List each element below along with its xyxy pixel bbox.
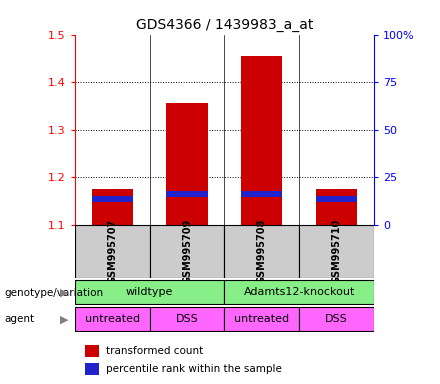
Bar: [241, 191, 282, 197]
Text: agent: agent: [4, 314, 34, 324]
Text: ▶: ▶: [60, 314, 68, 324]
Text: DSS: DSS: [325, 314, 348, 324]
Bar: [166, 191, 208, 197]
Bar: [85, 345, 99, 357]
Bar: [166, 103, 208, 225]
Text: GSM995707: GSM995707: [107, 219, 117, 284]
Text: transformed count: transformed count: [106, 346, 204, 356]
Bar: [241, 56, 282, 225]
Bar: [75, 306, 150, 331]
Text: untreated: untreated: [234, 314, 290, 324]
Title: GDS4366 / 1439983_a_at: GDS4366 / 1439983_a_at: [136, 18, 313, 32]
Text: DSS: DSS: [176, 314, 198, 324]
Bar: [150, 306, 224, 331]
Bar: [85, 363, 99, 375]
Bar: [150, 225, 224, 278]
Bar: [92, 196, 133, 202]
Bar: [75, 225, 150, 278]
Bar: [299, 225, 374, 278]
Text: percentile rank within the sample: percentile rank within the sample: [106, 364, 282, 374]
Text: untreated: untreated: [84, 314, 140, 324]
Bar: [224, 306, 299, 331]
Bar: [316, 189, 357, 225]
Text: genotype/variation: genotype/variation: [4, 288, 103, 298]
Text: wildtype: wildtype: [126, 287, 173, 297]
Bar: [92, 189, 133, 225]
Text: GSM995709: GSM995709: [182, 219, 192, 284]
Text: GSM995708: GSM995708: [257, 219, 267, 284]
Text: ▶: ▶: [60, 288, 68, 298]
Bar: [299, 306, 374, 331]
Bar: [224, 225, 299, 278]
Text: GSM995710: GSM995710: [332, 219, 341, 284]
Text: Adamts12-knockout: Adamts12-knockout: [243, 287, 355, 297]
Bar: [224, 280, 374, 304]
Bar: [316, 196, 357, 202]
Bar: [75, 280, 224, 304]
